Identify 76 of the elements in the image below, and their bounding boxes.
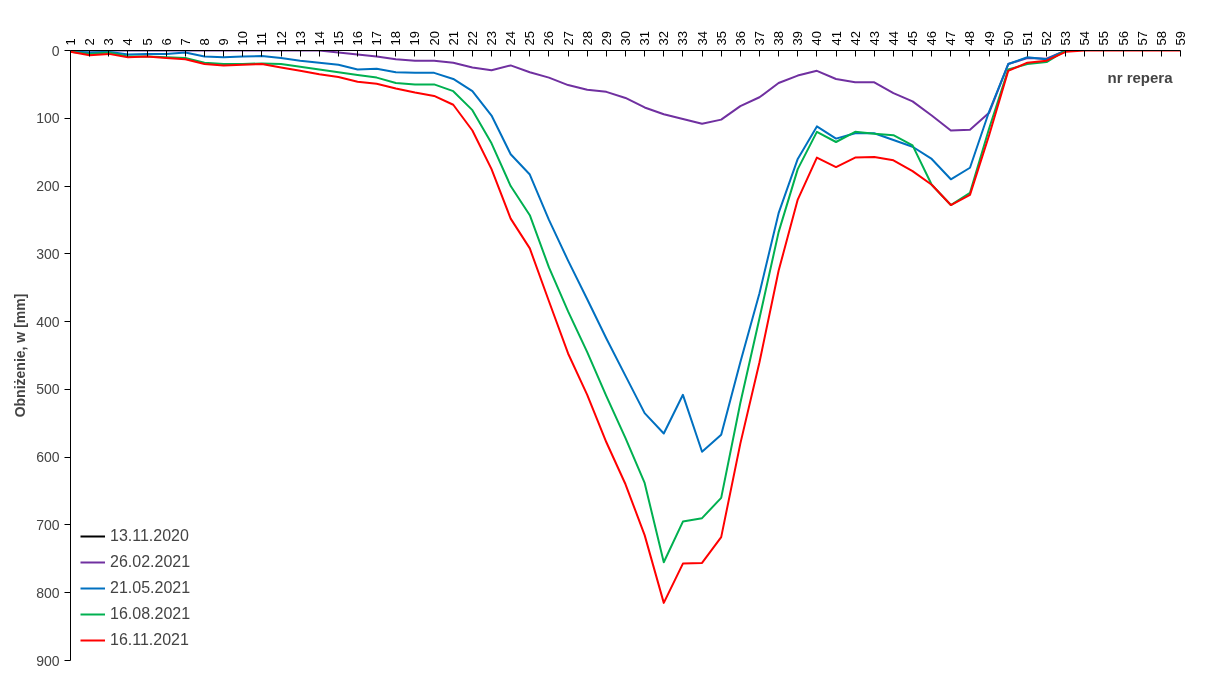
x-tick-label: 37 <box>751 31 767 46</box>
x-tick-label: 14 <box>311 31 327 46</box>
y-tick-label: 900 <box>36 652 60 669</box>
y-tick-label: 800 <box>36 584 60 601</box>
y-tick-label: 0 <box>51 42 60 59</box>
x-tick-label: 12 <box>273 31 289 46</box>
x-tick-label: 47 <box>943 31 959 46</box>
x-tick-label: 9 <box>216 38 232 46</box>
x-tick-label: 10 <box>235 31 251 46</box>
legend-label: 26.02.2021 <box>110 553 191 571</box>
y-tick-label: 700 <box>36 516 60 533</box>
x-tick-label: 36 <box>732 31 748 46</box>
x-tick-label: 31 <box>637 31 653 46</box>
x-tick-label: 20 <box>426 31 442 46</box>
x-tick-label: 41 <box>828 31 844 46</box>
x-tick-label: 53 <box>1058 31 1074 46</box>
x-tick-label: 23 <box>484 31 500 46</box>
x-tick-label: 33 <box>675 31 691 46</box>
x-tick-label: 35 <box>713 31 729 46</box>
x-tick-label: 2 <box>82 38 98 46</box>
x-tick-label: 4 <box>120 38 136 46</box>
x-tick-label: 1 <box>63 38 78 46</box>
x-tick-label: 27 <box>560 31 576 46</box>
x-axis-title: nr repera <box>1107 68 1174 86</box>
x-tick-label: 21 <box>445 31 461 46</box>
legend-label: 13.11.2020 <box>110 527 189 545</box>
x-tick-label: 43 <box>866 31 882 46</box>
x-tick-label: 6 <box>158 38 174 46</box>
x-tick-label: 39 <box>790 31 806 46</box>
x-tick-label: 26 <box>541 31 557 46</box>
x-tick-label: 45 <box>905 31 921 46</box>
x-tick-label: 22 <box>464 31 480 46</box>
x-tick-label: 34 <box>694 31 710 46</box>
x-tick-label: 44 <box>885 31 901 46</box>
x-tick-label: 3 <box>101 38 117 46</box>
y-axis-title: Obniżenie, w [mm] <box>12 293 29 418</box>
x-tick-label: 59 <box>1173 31 1188 46</box>
x-tick-label: 13 <box>292 31 308 46</box>
x-tick-label: 19 <box>407 31 423 46</box>
x-tick-label: 48 <box>962 31 978 46</box>
x-tick-label: 50 <box>1000 31 1016 46</box>
x-tick-label: 58 <box>1153 31 1169 46</box>
x-tick-label: 30 <box>618 31 633 46</box>
x-tick-label: 25 <box>522 31 538 46</box>
x-tick-label: 18 <box>388 31 404 46</box>
x-tick-label: 49 <box>981 31 997 46</box>
x-tick-label: 55 <box>1096 31 1112 46</box>
x-tick-label: 16 <box>350 31 366 46</box>
y-tick-label: 100 <box>36 110 60 127</box>
x-tick-label: 28 <box>579 31 595 46</box>
x-tick-label: 17 <box>369 31 385 46</box>
y-tick-label: 200 <box>36 178 60 195</box>
x-tick-label: 11 <box>254 32 270 46</box>
x-tick-label: 42 <box>847 31 863 46</box>
x-tick-label: 40 <box>809 31 825 46</box>
x-tick-label: 32 <box>656 31 672 46</box>
x-tick-label: 57 <box>1134 31 1150 46</box>
y-tick-label: 300 <box>36 245 60 262</box>
x-tick-label: 5 <box>139 38 155 46</box>
x-tick-label: 8 <box>196 38 212 46</box>
legend-label: 16.11.2021 <box>110 631 189 649</box>
x-tick-label: 46 <box>924 31 940 46</box>
y-tick-label: 400 <box>36 313 60 330</box>
x-tick-label: 56 <box>1115 31 1131 46</box>
x-tick-label: 7 <box>177 38 193 46</box>
x-tick-label: 15 <box>330 31 346 46</box>
x-tick-label: 52 <box>1039 31 1055 46</box>
legend-label: 21.05.2021 <box>110 579 191 597</box>
x-tick-label: 51 <box>1019 31 1035 46</box>
y-tick-label: 500 <box>36 381 60 398</box>
x-tick-label: 38 <box>771 31 787 46</box>
x-tick-label: 29 <box>598 31 614 46</box>
legend-label: 16.08.2021 <box>110 605 191 623</box>
x-tick-label: 54 <box>1077 31 1093 46</box>
y-tick-label: 600 <box>36 449 60 466</box>
x-tick-label: 24 <box>503 31 519 46</box>
